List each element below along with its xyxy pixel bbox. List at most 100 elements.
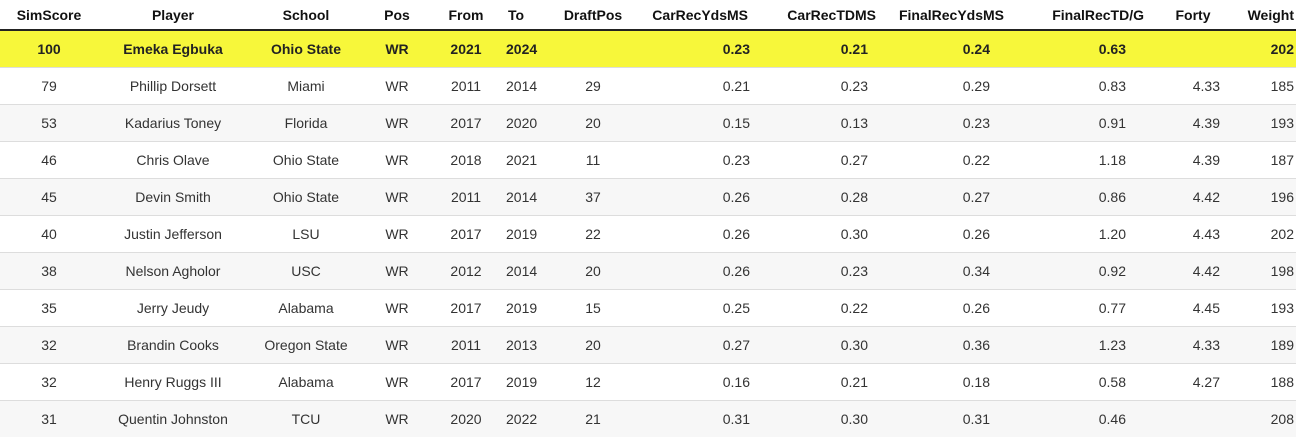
cell-pos: WR — [364, 66, 430, 104]
cell-pos: WR — [364, 30, 430, 67]
column-header-label: Player — [151, 6, 195, 23]
cell-finalrectdg: 0.91 — [1016, 103, 1156, 141]
cell-player: Nelson Agholor — [98, 251, 248, 289]
cell-finalrecydsms: 0.23 — [888, 103, 1016, 141]
cell-finalrectdg: 0.86 — [1016, 177, 1156, 215]
cell-carrectdms: 0.30 — [758, 214, 888, 252]
cell-finalrectdg: 0.46 — [1016, 399, 1156, 437]
cell-simscore: 38 — [0, 251, 98, 289]
cell-finalrectdg: 0.77 — [1016, 288, 1156, 326]
cell-player: Quentin Johnston — [98, 399, 248, 437]
cell-simscore: 32 — [0, 362, 98, 400]
cell-finalrecydsms: 0.26 — [888, 214, 1016, 252]
column-header-pos[interactable]: Pos — [364, 0, 430, 31]
cell-player: Brandin Cooks — [98, 325, 248, 363]
cell-simscore: 53 — [0, 103, 98, 141]
table-row[interactable]: 40 Justin Jefferson LSU WR 2017 2019 22 0.26 0.3… — [0, 214, 1296, 252]
cell-draftpos: 20 — [546, 251, 640, 289]
cell-finalrecydsms: 0.22 — [888, 140, 1016, 178]
cell-carrectdms: 0.30 — [758, 399, 888, 437]
cell-to: 2019 — [502, 362, 546, 400]
cell-from: 2017 — [430, 103, 502, 141]
cell-simscore: 35 — [0, 288, 98, 326]
cell-from: 2017 — [430, 362, 502, 400]
cell-weight: 193 — [1230, 288, 1296, 326]
cell-player: Justin Jefferson — [98, 214, 248, 252]
cell-school: Miami — [248, 66, 364, 104]
column-header-school[interactable]: School — [248, 0, 364, 31]
cell-finalrecydsms: 0.27 — [888, 177, 1016, 215]
table-row[interactable]: 45 Devin Smith Ohio State WR 2011 2014 37 0.26 0… — [0, 177, 1296, 215]
table-row[interactable]: 35 Jerry Jeudy Alabama WR 2017 2019 15 0.25 0.22… — [0, 288, 1296, 326]
cell-carrectdms: 0.27 — [758, 140, 888, 178]
table-row[interactable]: 32 Henry Ruggs III Alabama WR 2017 2019 12 0.16… — [0, 362, 1296, 400]
cell-weight: 196 — [1230, 177, 1296, 215]
cell-from: 2012 — [430, 251, 502, 289]
cell-player: Jerry Jeudy — [98, 288, 248, 326]
cell-carrecydsms: 0.16 — [640, 362, 758, 400]
cell-carrectdms: 0.23 — [758, 66, 888, 104]
cell-finalrectdg: 0.58 — [1016, 362, 1156, 400]
cell-carrectdms: 0.28 — [758, 177, 888, 215]
column-header-finalrectd-g[interactable]: FinalRecTD/G — [1016, 0, 1156, 31]
column-header-draftpos[interactable]: DraftPos — [546, 0, 640, 31]
column-header-player[interactable]: Player — [98, 0, 248, 31]
cell-weight: 185 — [1230, 66, 1296, 104]
cell-weight: 208 — [1230, 399, 1296, 437]
column-header-label: Forty — [1175, 6, 1211, 23]
cell-forty: 4.33 — [1156, 66, 1230, 104]
column-header-carrecydsms[interactable]: CarRecYdsMS — [640, 0, 758, 31]
cell-pos: WR — [364, 288, 430, 326]
cell-draftpos — [546, 30, 640, 67]
table-row[interactable]: 53 Kadarius Toney Florida WR 2017 2020 20 0.15 0… — [0, 103, 1296, 141]
cell-simscore: 32 — [0, 325, 98, 363]
cell-forty — [1156, 399, 1230, 437]
cell-finalrectdg: 1.18 — [1016, 140, 1156, 178]
cell-simscore: 40 — [0, 214, 98, 252]
cell-from: 2018 — [430, 140, 502, 178]
column-header-to[interactable]: To — [502, 0, 546, 31]
table-row[interactable]: 32 Brandin Cooks Oregon State WR 2011 2013 20 0… — [0, 325, 1296, 363]
cell-finalrectdg: 0.83 — [1016, 66, 1156, 104]
table-row[interactable]: 31 Quentin Johnston TCU WR 2020 2022 21 0.31 0.3… — [0, 399, 1296, 437]
cell-from: 2020 — [430, 399, 502, 437]
column-header-carrectdms[interactable]: CarRecTDMS — [758, 0, 888, 31]
cell-forty: 4.42 — [1156, 251, 1230, 289]
table-row[interactable]: 38 Nelson Agholor USC WR 2012 2014 20 0.26 0.23 0… — [0, 251, 1296, 289]
cell-player: Devin Smith — [98, 177, 248, 215]
column-header-weight[interactable]: Weight — [1230, 0, 1296, 31]
table-row-highlighted[interactable]: 100 Emeka Egbuka Ohio State WR 2021 2024 0.23 0… — [0, 30, 1296, 67]
cell-carrecydsms: 0.23 — [640, 30, 758, 67]
cell-carrecydsms: 0.26 — [640, 177, 758, 215]
cell-player: Phillip Dorsett — [98, 66, 248, 104]
cell-pos: WR — [364, 103, 430, 141]
cell-to: 2019 — [502, 288, 546, 326]
column-header-label: School — [282, 6, 330, 23]
cell-pos: WR — [364, 325, 430, 363]
cell-forty: 4.39 — [1156, 140, 1230, 178]
cell-draftpos: 22 — [546, 214, 640, 252]
cell-carrecydsms: 0.27 — [640, 325, 758, 363]
cell-from: 2011 — [430, 177, 502, 215]
cell-school: LSU — [248, 214, 364, 252]
cell-pos: WR — [364, 362, 430, 400]
cell-weight: 202 — [1230, 214, 1296, 252]
column-header-forty[interactable]: Forty — [1156, 0, 1230, 31]
cell-carrecydsms: 0.25 — [640, 288, 758, 326]
column-header-label: Weight — [1247, 6, 1294, 23]
column-header-finalrecydsms[interactable]: FinalRecYdsMS — [888, 0, 1016, 31]
cell-to: 2022 — [502, 399, 546, 437]
column-header-label: FinalRecTD/G — [1052, 6, 1144, 23]
cell-school: Florida — [248, 103, 364, 141]
cell-forty: 4.33 — [1156, 325, 1230, 363]
table-row[interactable]: 46 Chris Olave Ohio State WR 2018 2021 11 0.23 0… — [0, 140, 1296, 178]
table-row[interactable]: 79 Phillip Dorsett Miami WR 2011 2014 29 0.21 0.… — [0, 66, 1296, 104]
cell-pos: WR — [364, 214, 430, 252]
cell-school: TCU — [248, 399, 364, 437]
column-header-simscore[interactable]: SimScore — [0, 0, 98, 31]
cell-to: 2020 — [502, 103, 546, 141]
column-header-from[interactable]: From — [430, 0, 502, 31]
cell-carrectdms: 0.21 — [758, 362, 888, 400]
cell-carrectdms: 0.21 — [758, 30, 888, 67]
cell-forty — [1156, 30, 1230, 67]
